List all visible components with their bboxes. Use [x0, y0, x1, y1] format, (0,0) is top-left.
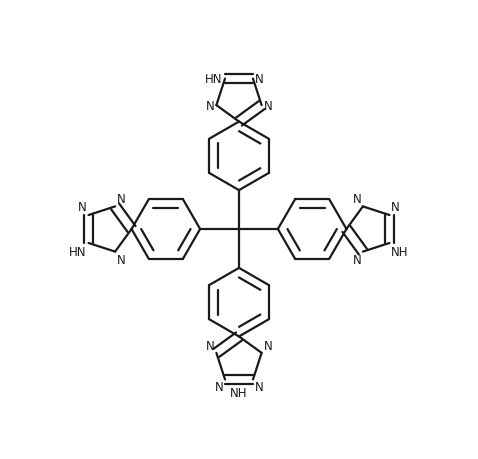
- Text: N: N: [255, 73, 263, 86]
- Text: N: N: [117, 254, 126, 267]
- Text: N: N: [391, 201, 400, 214]
- Text: N: N: [263, 100, 272, 112]
- Text: NH: NH: [391, 245, 409, 258]
- Text: N: N: [206, 339, 215, 352]
- Text: NH: NH: [230, 386, 248, 399]
- Text: N: N: [353, 192, 362, 205]
- Text: N: N: [206, 100, 215, 112]
- Text: N: N: [215, 381, 223, 393]
- Text: N: N: [255, 381, 263, 393]
- Text: N: N: [353, 254, 362, 267]
- Text: N: N: [117, 192, 126, 205]
- Text: N: N: [78, 201, 87, 214]
- Text: HN: HN: [69, 245, 87, 258]
- Text: N: N: [263, 339, 272, 352]
- Text: HN: HN: [205, 73, 223, 86]
